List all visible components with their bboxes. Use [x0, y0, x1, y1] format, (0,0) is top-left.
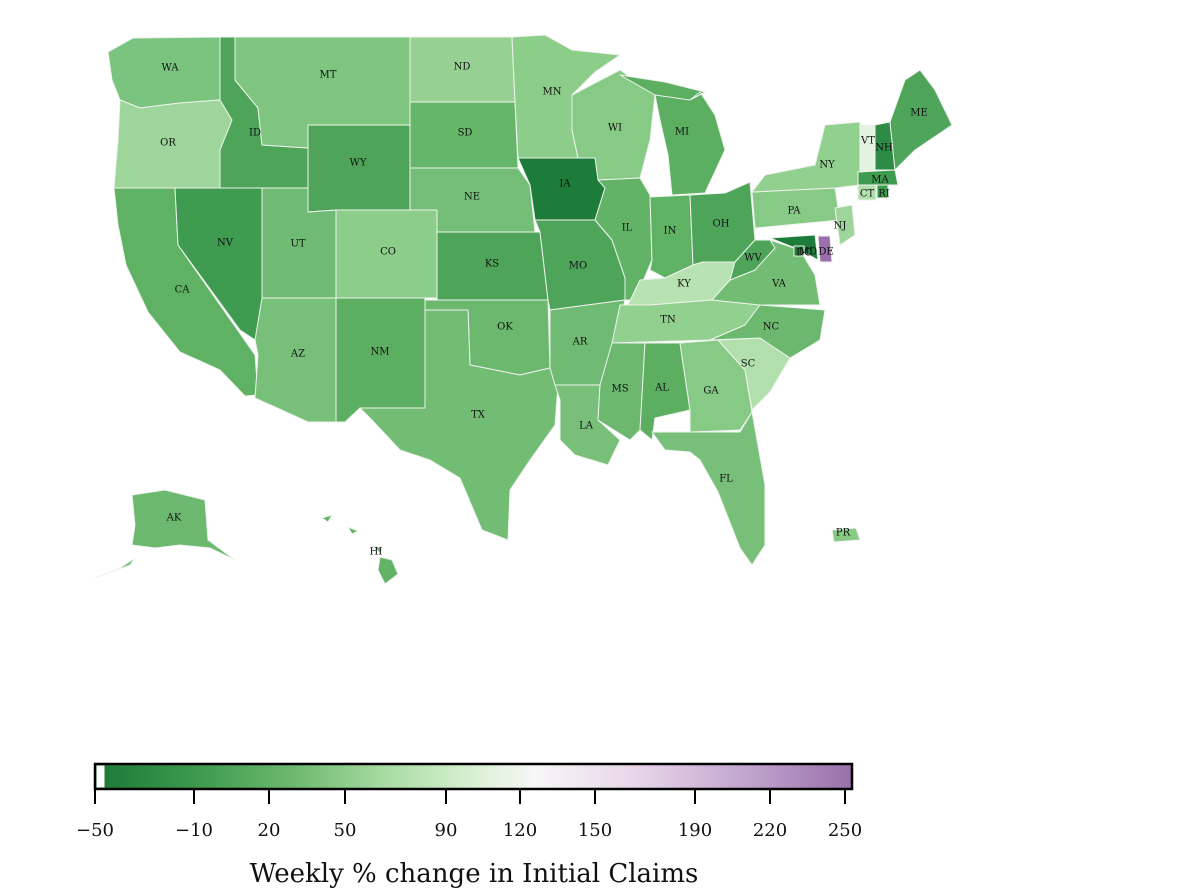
- state-label-tn: TN: [660, 315, 676, 326]
- state-label-va: VA: [771, 279, 787, 290]
- state-label-ga: GA: [703, 386, 719, 397]
- state-label-ks: KS: [485, 259, 499, 270]
- state-ny: [751, 121, 861, 193]
- state-label-or: OR: [160, 138, 176, 149]
- state-label-sd: SD: [458, 128, 473, 139]
- state-label-wa: WA: [161, 63, 179, 74]
- states-layer: [94, 34, 953, 585]
- colorbar-tick-label: 120: [503, 820, 537, 841]
- colorbar-tick-label: 50: [334, 820, 357, 841]
- state-tx: [359, 309, 559, 541]
- state-label-in: IN: [664, 226, 677, 237]
- state-label-ny: NY: [819, 160, 835, 171]
- state-label-nj: NJ: [834, 221, 847, 232]
- state-label-la: LA: [579, 421, 594, 432]
- state-label-tx: TX: [471, 410, 486, 421]
- colorbar-tick-label: −50: [76, 820, 114, 841]
- state-label-mt: MT: [320, 70, 337, 81]
- state-hi: [321, 514, 399, 585]
- state-label-wi: WI: [608, 123, 622, 134]
- state-label-me: ME: [910, 108, 928, 119]
- state-label-mi: MI: [675, 127, 689, 138]
- colorbar-start-gap: [96, 765, 105, 788]
- state-wv: [729, 239, 776, 281]
- state-label-mn: MN: [543, 87, 562, 98]
- state-label-de: DE: [818, 247, 833, 258]
- state-label-id: ID: [249, 128, 261, 139]
- colorbar-tick-label: −10: [175, 820, 213, 841]
- colorbar-tick-label: 220: [753, 820, 787, 841]
- state-az: [254, 297, 337, 423]
- colorbar-ticks: −50 −10 20 50 90 120 150 190 220 250: [76, 790, 862, 841]
- state-label-nh: NH: [875, 143, 893, 154]
- state-ak: [94, 489, 236, 579]
- colorbar-tick-label: 250: [828, 820, 862, 841]
- state-label-md: MD: [799, 247, 817, 258]
- state-label-pr: PR: [836, 528, 851, 539]
- state-me: [889, 69, 953, 171]
- state-nm: [335, 297, 426, 423]
- state-label-nv: NV: [217, 238, 234, 249]
- state-label-al: AL: [654, 383, 669, 394]
- state-mi: [619, 74, 726, 196]
- state-in: [649, 194, 694, 279]
- state-label-ut: UT: [290, 239, 305, 250]
- state-label-nc: NC: [763, 322, 780, 333]
- state-label-ct: CT: [860, 189, 875, 200]
- state-il: [594, 177, 653, 301]
- state-label-wv: WV: [744, 253, 762, 264]
- state-label-ne: NE: [464, 192, 480, 203]
- colorbar-fill: [93, 762, 854, 791]
- colorbar: −50 −10 20 50 90 120 150 190 220 250 Weekly % cha…: [76, 762, 862, 889]
- state-label-ar: AR: [572, 337, 588, 348]
- state-label-ky: KY: [677, 279, 691, 290]
- state-label-dc: DC: [796, 248, 812, 259]
- state-label-il: IL: [622, 223, 633, 234]
- state-nj: [834, 204, 856, 246]
- state-label-pa: PA: [787, 206, 801, 217]
- state-label-ak: AK: [166, 513, 182, 524]
- state-label-hi: HI: [370, 547, 383, 558]
- colorbar-tick-label: 20: [258, 820, 281, 841]
- colorbar-tick-label: 90: [435, 820, 458, 841]
- state-label-ca: CA: [175, 285, 191, 296]
- state-dc: [793, 245, 805, 257]
- state-label-co: CO: [380, 247, 396, 258]
- state-label-fl: FL: [719, 474, 733, 485]
- state-label-wy: WY: [350, 158, 367, 169]
- state-label-ok: OK: [497, 322, 513, 333]
- state-label-ma: MA: [871, 175, 889, 186]
- state-label-az: AZ: [290, 349, 305, 360]
- colorbar-tick-label: 150: [578, 820, 612, 841]
- state-fl: [651, 411, 766, 566]
- state-nc: [709, 304, 826, 359]
- state-label-vt: VT: [860, 136, 875, 147]
- colorbar-label: Weekly % change in Initial Claims: [250, 859, 699, 889]
- state-label-sc: SC: [741, 359, 756, 370]
- state-label-ms: MS: [611, 384, 628, 395]
- state-label-nd: ND: [454, 62, 471, 73]
- state-ma: [857, 169, 899, 186]
- state-vt: [859, 124, 876, 173]
- state-de: [817, 235, 833, 263]
- state-labels-layer: WA OR CA NV ID MT WY UT AZ CO NM ND SD NE KS OK TX MN IA MO…: [160, 62, 928, 558]
- state-label-oh: OH: [713, 219, 730, 230]
- state-wy: [307, 124, 411, 213]
- colorbar-tick-label: 190: [678, 820, 712, 841]
- state-label-nm: NM: [371, 347, 390, 358]
- state-label-mo: MO: [569, 261, 587, 272]
- state-label-ia: IA: [559, 179, 571, 190]
- state-pr: [831, 527, 861, 543]
- state-label-ri: RI: [878, 189, 890, 200]
